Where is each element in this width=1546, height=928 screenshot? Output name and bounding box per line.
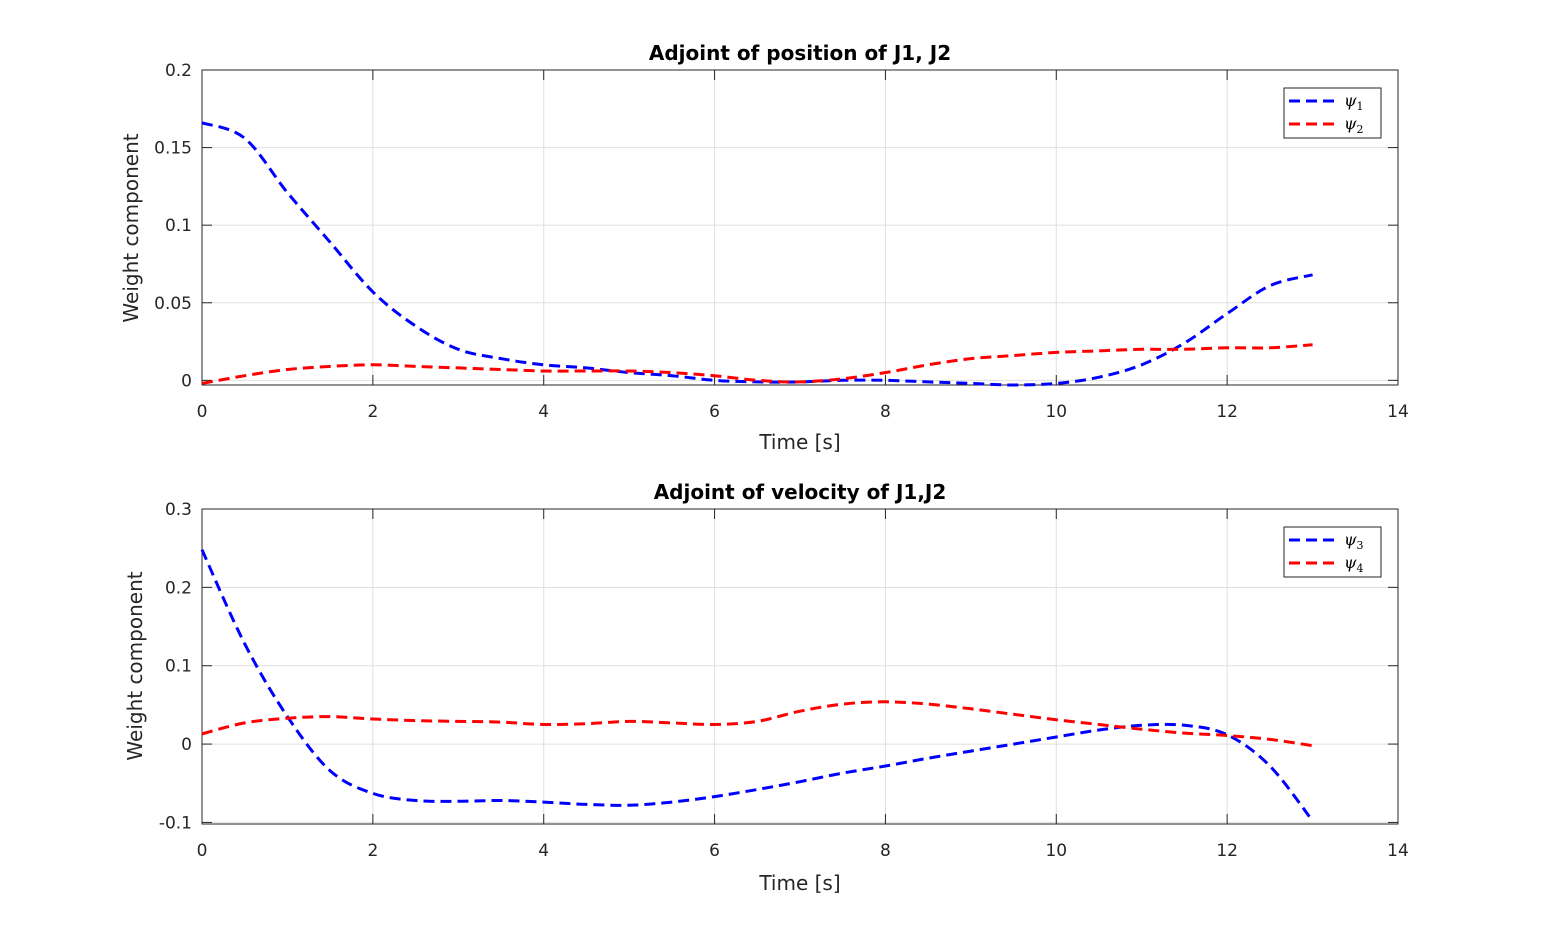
y-tick-label: 0.1 xyxy=(165,657,192,677)
y-tick-label: 0.15 xyxy=(154,139,192,159)
x-tick-label: 0 xyxy=(197,841,208,861)
x-tick-label: 8 xyxy=(880,402,891,422)
y-tick-label: 0 xyxy=(181,735,192,755)
x-tick-label: 4 xyxy=(538,841,549,861)
x-tick-label: 10 xyxy=(1045,402,1067,422)
x-tick-label: 12 xyxy=(1216,402,1238,422)
legend-label-subscript: 2 xyxy=(1357,123,1364,136)
chart-title: Adjoint of position of J1, J2 xyxy=(649,41,951,65)
x-tick-label: 14 xyxy=(1387,402,1409,422)
series-line-psi1 xyxy=(201,121,1313,387)
y-tick-label: 0.2 xyxy=(165,61,192,81)
x-tick-label: 10 xyxy=(1045,841,1067,861)
x-tick-label: 12 xyxy=(1216,841,1238,861)
x-tick-label: 4 xyxy=(538,402,549,422)
y-tick-label: 0.2 xyxy=(165,578,192,598)
x-tick-label: 14 xyxy=(1387,841,1409,861)
x-tick-label: 0 xyxy=(197,402,208,422)
legend-box xyxy=(1283,87,1382,139)
x-tick-label: 6 xyxy=(709,402,720,422)
series-line-psi3 xyxy=(200,549,1314,822)
y-axis-label: Weight component xyxy=(123,571,147,760)
x-tick-label: 2 xyxy=(367,402,378,422)
plot-frame xyxy=(201,69,1399,386)
y-axis-label: Weight component xyxy=(119,133,143,322)
legend-label-subscript: 1 xyxy=(1357,100,1364,113)
y-tick-label: 0 xyxy=(181,371,192,391)
y-tick-label: 0.05 xyxy=(154,294,192,314)
legend-box xyxy=(1283,526,1382,578)
x-tick-label: 2 xyxy=(367,841,378,861)
x-axis-label: Time [s] xyxy=(758,871,840,895)
x-tick-label: 8 xyxy=(880,841,891,861)
y-tick-label: 0.1 xyxy=(165,216,192,236)
legend-label-subscript: 3 xyxy=(1357,539,1364,552)
x-axis-label: Time [s] xyxy=(758,430,840,454)
y-tick-label: 0.3 xyxy=(165,500,192,520)
legend-label-subscript: 4 xyxy=(1357,562,1364,575)
plot-frame xyxy=(201,508,1399,825)
chart-title: Adjoint of velocity of J1,J2 xyxy=(654,480,947,504)
position-adjoint-chart: Adjoint of position of J1, J2 Weight com… xyxy=(119,41,1409,454)
y-tick-label: -0.1 xyxy=(159,813,192,833)
x-tick-label: 6 xyxy=(709,841,720,861)
velocity-adjoint-chart: Adjoint of velocity of J1,J2 Weight comp… xyxy=(123,480,1409,895)
